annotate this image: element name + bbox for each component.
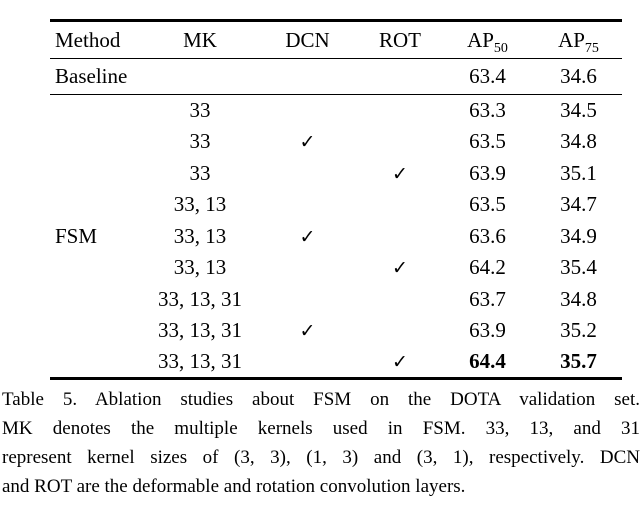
cell-ap75: 35.2 (560, 318, 597, 343)
cell-ap75: 34.5 (560, 98, 597, 122)
cell-ap50: 63.9 (469, 160, 506, 185)
caption-line: Table 5. Ablation studies about FSM on t… (2, 388, 640, 410)
cell-mk (145, 58, 255, 95)
cell-mk: 33 (189, 98, 211, 122)
cell-method-fsm-label: FSM (55, 223, 98, 248)
checkmark-icon: ✓ (392, 258, 408, 280)
cell-method (50, 158, 145, 190)
cell-mk: 33 (189, 129, 211, 154)
cell-ap50: 63.6 (469, 223, 506, 248)
col-header-rot: ROT (360, 20, 440, 59)
cell-mk: 33, 13 (173, 255, 227, 280)
col-header-ap75: AP75 (535, 20, 622, 59)
col-header-dcn: DCN (255, 20, 360, 59)
cell-rot (360, 58, 440, 95)
cell-ap50: 63.9 (469, 318, 506, 343)
table-row-best: 33, 13, 31 ✓ 64.4 35.7 (50, 347, 622, 379)
cell-rot (360, 284, 440, 316)
table-row: 33, 13, 31 63.7 34.8 (50, 284, 622, 316)
cell-ap75: 35.7 (560, 349, 597, 373)
table-body: Baseline 63.4 34.6 33 63.3 34.5 33 ✓ (50, 58, 622, 379)
cell-rot (360, 126, 440, 158)
cell-ap75: 34.6 (535, 58, 622, 95)
checkmark-icon: ✓ (392, 352, 408, 373)
cell-mk: 33, 13, 31 (158, 318, 242, 343)
cell-dcn: ✓ (255, 126, 360, 158)
cell-dcn: ✓ (255, 315, 360, 347)
cell-ap50: 63.3 (469, 98, 506, 122)
cell-ap75: 34.8 (560, 286, 597, 311)
checkmark-icon: ✓ (392, 163, 408, 185)
caption-line: MK denotes the multiple kernels used in … (2, 417, 640, 439)
cell-dcn (255, 347, 360, 379)
cell-method (50, 315, 145, 347)
table-header: Method MK DCN ROT AP50 AP75 (50, 20, 622, 59)
cell-method (50, 126, 145, 158)
cell-ap75: 35.4 (560, 255, 597, 280)
cell-dcn (255, 58, 360, 95)
cell-method (50, 284, 145, 316)
checkmark-icon: ✓ (299, 321, 316, 343)
table-row: 33, 13 ✓ 64.2 35.4 (50, 252, 622, 284)
cell-ap50: 64.2 (469, 255, 506, 280)
cell-mk: 33, 13, 31 (158, 286, 242, 311)
cell-dcn (255, 95, 360, 127)
cell-ap75: 35.1 (560, 160, 597, 185)
table-row: 33, 13, 31 ✓ 63.9 35.2 (50, 315, 622, 347)
table-row-baseline: Baseline 63.4 34.6 (50, 58, 622, 95)
cell-mk: 33, 13 (173, 192, 227, 217)
col-header-method: Method (50, 20, 145, 59)
cell-ap50: 63.4 (440, 58, 535, 95)
cell-ap75: 34.9 (560, 223, 597, 248)
table-row: FSM 33, 13 ✓ 63.6 34.9 (50, 221, 622, 253)
header-row: Method MK DCN ROT AP50 AP75 (50, 20, 622, 59)
ap50-base: AP (467, 27, 494, 52)
cell-ap50: 63.7 (469, 286, 506, 311)
table-row: 33 ✓ 63.9 35.1 (50, 158, 622, 190)
cell-ap50: 64.4 (469, 349, 506, 373)
cell-rot: ✓ (360, 347, 440, 379)
caption-line: represent kernel sizes of (3, 3), (1, 3)… (2, 446, 640, 468)
col-header-ap50: AP50 (440, 20, 535, 59)
col-header-mk: MK (145, 20, 255, 59)
cell-rot (360, 189, 440, 221)
cell-ap50: 63.5 (469, 129, 506, 154)
ap50-subscript: 50 (493, 40, 508, 56)
cell-dcn (255, 158, 360, 190)
cell-rot: ✓ (360, 158, 440, 190)
table-row: 33 ✓ 63.5 34.8 (50, 126, 622, 158)
cell-rot (360, 95, 440, 127)
cell-rot: ✓ (360, 252, 440, 284)
caption-line: and ROT are the deformable and rotation … (2, 475, 466, 497)
ap75-base: AP (558, 27, 585, 52)
table-row: 33 63.3 34.5 (50, 95, 622, 127)
ablation-table: Method MK DCN ROT AP50 AP75 Baseline 63.… (50, 19, 622, 380)
cell-method (50, 347, 145, 379)
cell-ap75: 34.8 (560, 129, 597, 154)
cell-rot (360, 315, 440, 347)
cell-dcn (255, 189, 360, 221)
cell-method (50, 95, 145, 127)
cell-mk: 33, 13, 31 (158, 349, 242, 373)
cell-mk: 33 (189, 160, 211, 185)
checkmark-icon: ✓ (299, 226, 316, 248)
cell-method: Baseline (50, 58, 145, 95)
cell-ap50: 63.5 (469, 192, 506, 217)
cell-dcn: ✓ (255, 221, 360, 253)
table-row: 33, 13 63.5 34.7 (50, 189, 622, 221)
checkmark-icon: ✓ (299, 132, 316, 154)
cell-mk: 33, 13 (173, 223, 227, 248)
cell-dcn (255, 284, 360, 316)
cell-dcn (255, 252, 360, 284)
table-caption: Table 5. Ablation studies about FSM on t… (2, 385, 640, 501)
cell-method (50, 252, 145, 284)
ap75-subscript: 75 (584, 40, 599, 56)
cell-method (50, 189, 145, 221)
cell-rot (360, 221, 440, 253)
cell-ap75: 34.7 (560, 192, 597, 217)
